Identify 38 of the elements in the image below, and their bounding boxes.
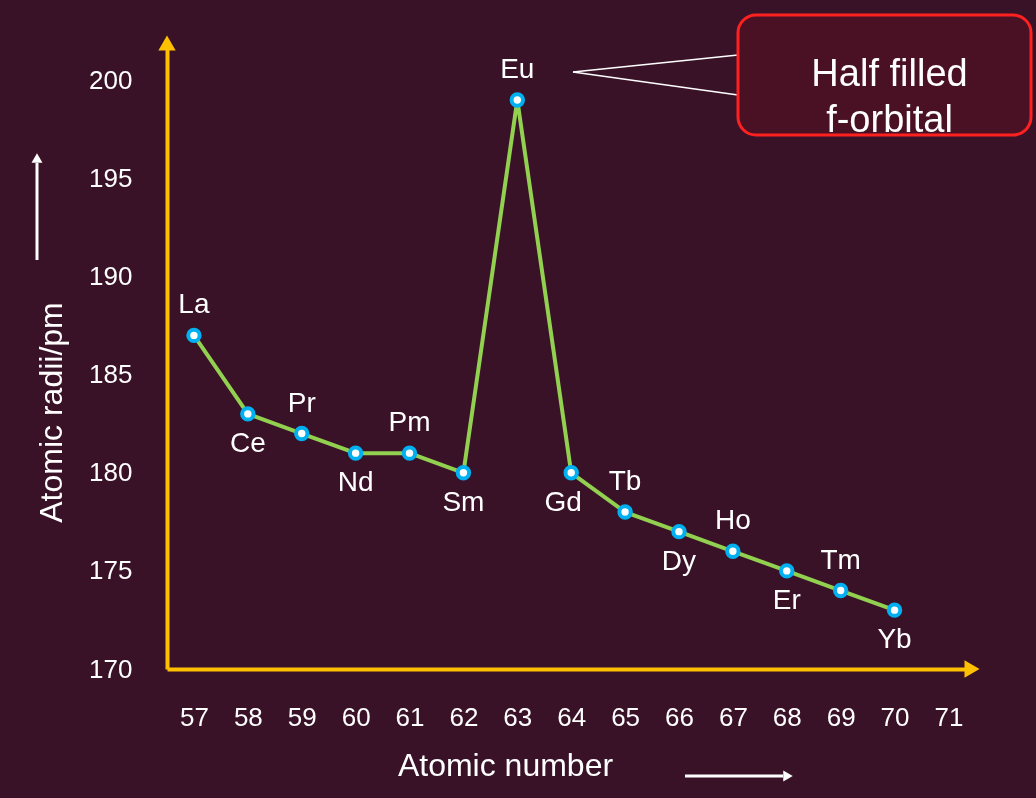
x-tick-label: 64: [557, 701, 587, 732]
y-tick-label: 185: [89, 359, 133, 390]
y-tick-label: 180: [89, 457, 133, 488]
annotation: Er: [772, 583, 801, 615]
x-tick-label: 67: [718, 701, 748, 732]
y-tick-label: 170: [89, 653, 133, 684]
annotation: Gd: [544, 485, 582, 517]
x-tick-label: 71: [934, 701, 964, 732]
annotation: Sm: [442, 485, 485, 517]
annotation: Yb: [877, 623, 912, 655]
x-tick-label: 58: [233, 701, 263, 732]
annotation: Pr: [287, 386, 316, 418]
annotation: Pm: [388, 406, 431, 438]
x-tick-label: 60: [341, 701, 371, 732]
annotation: Ho: [714, 504, 751, 536]
annotation: Tb: [608, 465, 642, 497]
x-tick-label: 61: [395, 701, 425, 732]
y-tick-label: 195: [89, 162, 133, 193]
y-axis-title: Atomic radii/pm: [33, 302, 70, 523]
x-tick-label: 65: [611, 701, 641, 732]
annotation: Tm: [820, 543, 861, 575]
annotation: Nd: [337, 466, 374, 498]
x-tick-label: 62: [449, 701, 479, 732]
y-tick-label: 190: [89, 261, 133, 292]
x-tick-label: 68: [772, 701, 802, 732]
y-tick-label: 175: [89, 555, 133, 586]
y-tick-label: 200: [89, 64, 133, 95]
x-axis-title: Atomic number: [397, 746, 614, 783]
annotation: Ce: [229, 426, 266, 458]
annotation: Dy: [661, 544, 697, 576]
x-tick-label: 59: [287, 701, 317, 732]
annotation: La: [178, 288, 210, 320]
x-tick-label: 63: [503, 701, 533, 732]
x-tick-label: 69: [826, 701, 856, 732]
annotation: Eu: [500, 52, 535, 84]
x-tick-label: 70: [880, 701, 910, 732]
x-tick-label: 57: [179, 701, 209, 732]
x-tick-label: 66: [665, 701, 694, 732]
